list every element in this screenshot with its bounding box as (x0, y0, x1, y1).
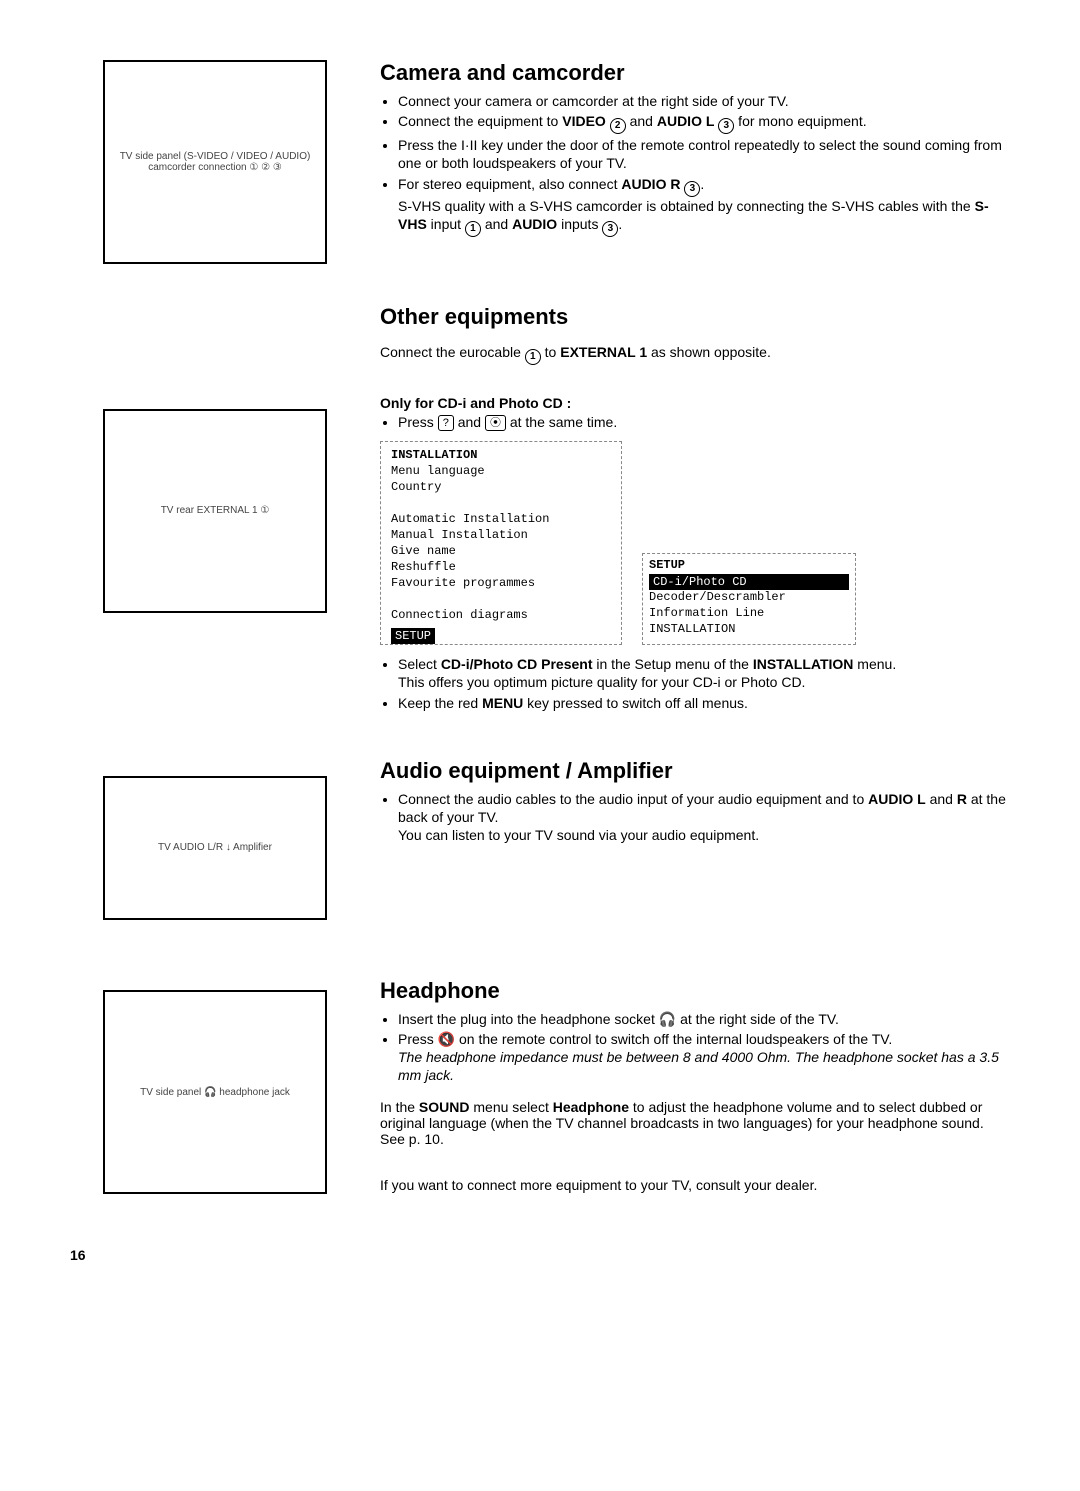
section-headphone: TV side panel 🎧 headphone jack Headphone… (70, 978, 1010, 1207)
audio-heading: Audio equipment / Amplifier (380, 758, 1010, 784)
headphone-heading: Headphone (380, 978, 1010, 1004)
other-after-bullets: Select CD-i/Photo CD Present in the Setu… (380, 655, 1010, 712)
installation-menu: INSTALLATION Menu languageCountry Automa… (380, 441, 622, 645)
after-bullet: Keep the red MENU key pressed to switch … (398, 694, 1010, 712)
target-key-icon: ⦿ (485, 415, 506, 431)
headphone-sound-para: In the SOUND menu select Headphone to ad… (380, 1099, 1010, 1147)
final-note: If you want to connect more equipment to… (380, 1177, 1010, 1193)
headphone-diagram-box: TV side panel 🎧 headphone jack (103, 990, 327, 1194)
cdi-photo-highlight: CD-i/Photo CD (649, 574, 849, 590)
other-intro: Connect the eurocable 1 to EXTERNAL 1 as… (380, 344, 1010, 365)
audio-bullets: Connect the audio cables to the audio in… (380, 790, 1010, 845)
other-diagram: TV rear EXTERNAL 1 ① (70, 304, 380, 718)
mute-icon: 🔇 (438, 1031, 455, 1047)
external-diagram-box: TV rear EXTERNAL 1 ① (103, 409, 327, 613)
page-number: 16 (70, 1247, 1010, 1263)
audio-diagram-box: TV AUDIO L/R ↓ Amplifier (103, 776, 327, 920)
install-menu-item: Connection diagrams (391, 608, 611, 622)
headphone-bullets: Insert the plug into the headphone socke… (380, 1010, 1010, 1085)
install-menu-item: Country (391, 480, 611, 494)
install-menu-item: Reshuffle (391, 560, 611, 574)
headphone-bullet: Insert the plug into the headphone socke… (398, 1010, 1010, 1028)
section-other: TV rear EXTERNAL 1 ① Other equipments Co… (70, 304, 1010, 718)
cdi-press: Press ? and ⦿ at the same time. (398, 413, 1010, 431)
cdi-subheading: Only for CD-i and Photo CD : (380, 395, 1010, 411)
menu-pair: INSTALLATION Menu language Country Automa… (380, 437, 1010, 645)
camera-bullet: For stereo equipment, also connect AUDIO… (398, 175, 1010, 237)
headphone-diagram: TV side panel 🎧 headphone jack (70, 978, 380, 1207)
camera-diagram: TV side panel (S-VIDEO / VIDEO / AUDIO) … (70, 60, 380, 264)
install-menu-item: Menu language (391, 464, 611, 478)
camera-bullets: Connect your camera or camcorder at the … (380, 92, 1010, 237)
camera-diagram-box: TV side panel (S-VIDEO / VIDEO / AUDIO) … (103, 60, 327, 264)
install-menu-item: Give name (391, 544, 611, 558)
audio-diagram: TV AUDIO L/R ↓ Amplifier (70, 758, 380, 938)
audio-bullet: Connect the audio cables to the audio in… (398, 790, 1010, 845)
install-menu-item: Manual Installation (391, 528, 611, 542)
camera-bullet: Connect your camera or camcorder at the … (398, 92, 1010, 110)
setup-menu-item: INSTALLATION (649, 622, 849, 636)
question-key-icon: ? (438, 415, 454, 431)
section-audio: TV AUDIO L/R ↓ Amplifier Audio equipment… (70, 758, 1010, 938)
setup-menu-item: Decoder/Descrambler (649, 590, 849, 604)
headphone-bullet: Press 🔇 on the remote control to switch … (398, 1030, 1010, 1085)
cdi-press-list: Press ? and ⦿ at the same time. (380, 413, 1010, 431)
setup-menu-item: Information Line (649, 606, 849, 620)
install-menu-item: Favourite programmes (391, 576, 611, 590)
setup-menu: SETUP CD-i/Photo CD Decoder/DescramblerI… (642, 553, 856, 645)
section-camera: TV side panel (S-VIDEO / VIDEO / AUDIO) … (70, 60, 1010, 264)
after-bullet: Select CD-i/Photo CD Present in the Setu… (398, 655, 1010, 691)
install-menu-item (391, 592, 611, 606)
other-heading: Other equipments (380, 304, 1010, 330)
camera-heading: Camera and camcorder (380, 60, 1010, 86)
install-menu-item: Automatic Installation (391, 512, 611, 526)
camera-bullet: Connect the equipment to VIDEO 2 and AUD… (398, 112, 1010, 134)
install-menu-item (391, 496, 611, 510)
headphone-icon: 🎧 (659, 1011, 676, 1027)
setup-highlight: SETUP (391, 628, 435, 644)
camera-bullet: Press the I·II key under the door of the… (398, 136, 1010, 172)
